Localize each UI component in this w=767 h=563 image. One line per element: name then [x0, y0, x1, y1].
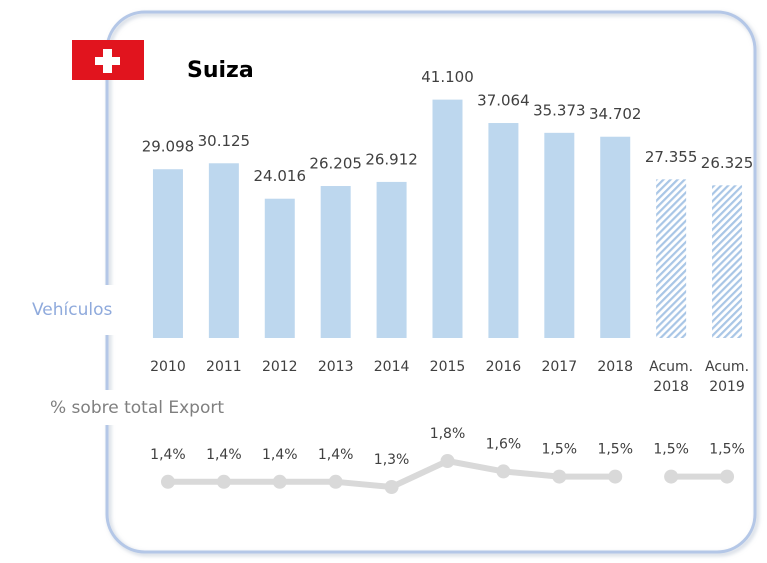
bar [656, 179, 687, 338]
value-label: 35.373 [533, 101, 586, 119]
line-point [664, 469, 679, 484]
flag [72, 40, 144, 80]
line-point [384, 480, 399, 494]
border-gap [100, 390, 116, 425]
value-label: 34.702 [589, 105, 642, 123]
line-point [272, 474, 287, 489]
x-tick-label: 2018 [597, 359, 634, 375]
line-point [160, 474, 175, 489]
value-label: 1,6% [486, 436, 522, 452]
x-tick-label: 2017 [541, 359, 578, 375]
line-point [328, 474, 343, 489]
x-tick-label: 2016 [485, 359, 522, 375]
value-label: 37.064 [477, 92, 530, 110]
value-label: 26.325 [701, 154, 754, 172]
value-label: 1,8% [430, 426, 466, 442]
bar [264, 198, 295, 338]
x-tick-label: Acum. 2018 [649, 359, 694, 395]
value-label: 24.016 [254, 167, 307, 185]
bar [712, 185, 743, 338]
value-label: 1,5% [653, 442, 689, 458]
line-point [608, 469, 623, 484]
x-tick-label: 2012 [261, 359, 298, 375]
value-label: 1,3% [374, 452, 410, 468]
line-point [552, 469, 567, 484]
value-label: 26.205 [309, 155, 362, 173]
value-label: 26.912 [365, 150, 418, 168]
x-tick-label: 2011 [206, 359, 242, 375]
line-point [440, 454, 455, 468]
x-tick-label: 2013 [317, 359, 354, 375]
bar [544, 132, 575, 338]
bar [152, 169, 183, 338]
panel-border [105, 10, 757, 554]
value-label: 41.100 [421, 68, 474, 86]
bar [600, 136, 631, 338]
x-tick-label: 2010 [150, 359, 186, 375]
line-point [216, 474, 231, 489]
bar [432, 99, 463, 339]
border-gap [100, 285, 116, 335]
line-point [496, 464, 511, 479]
line-title: % sobre total Export [50, 398, 224, 418]
value-label: 27.355 [645, 148, 698, 166]
bar [376, 181, 407, 338]
value-label: 1,4% [150, 447, 186, 463]
x-tick-label: Acum. 2019 [705, 359, 750, 395]
chart-title: Suiza [187, 58, 254, 83]
value-label: 1,5% [597, 442, 633, 458]
x-tick-label: 2014 [373, 359, 410, 375]
bar [320, 186, 351, 338]
value-label: 1,5% [709, 442, 745, 458]
line-point [720, 469, 735, 484]
value-label: 1,4% [206, 447, 242, 463]
y-axis-label: Vehículos [32, 300, 113, 320]
value-label: 1,4% [262, 447, 298, 463]
bar [208, 163, 239, 338]
value-label: 1,4% [318, 447, 354, 463]
value-label: 30.125 [198, 132, 251, 150]
value-label: 1,5% [542, 442, 578, 458]
x-tick-label: 2015 [429, 359, 466, 375]
flag-cross [95, 57, 120, 65]
value-label: 29.098 [142, 138, 195, 156]
bar [488, 123, 519, 338]
